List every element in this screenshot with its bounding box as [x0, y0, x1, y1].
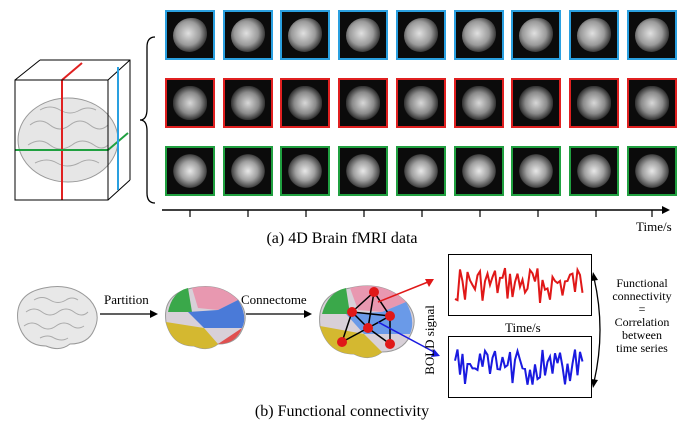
- fmri-frame-axial: [568, 146, 619, 196]
- brain-slice-image: [461, 154, 496, 188]
- brain-slice-image: [403, 18, 438, 52]
- brain-slice-image: [576, 154, 611, 188]
- brain-slice-image: [519, 86, 554, 120]
- brain-slice-image: [173, 18, 207, 52]
- blue-node-arrow: [376, 320, 444, 360]
- fmri-frame-sagittal: [568, 10, 619, 60]
- brain-slice-image: [230, 18, 265, 52]
- partition-label: Partition: [104, 292, 149, 307]
- brain-slice-image: [288, 86, 323, 120]
- brain-slice-image: [346, 18, 381, 52]
- fmri-frame-axial: [511, 146, 562, 196]
- brain-cube-illustration: [10, 55, 135, 230]
- fmri-frame-axial: [626, 146, 677, 196]
- brain-slice-image: [230, 154, 265, 188]
- panel-a-caption: (a) 4D Brain fMRI data: [266, 230, 418, 247]
- brain-slice-image: [403, 86, 438, 120]
- fmri-frame-axial: [280, 146, 331, 196]
- fmri-frame-axial: [395, 146, 446, 196]
- brain-slice-image: [173, 86, 207, 120]
- brain-slice-image: [346, 86, 381, 120]
- fmri-frame-axial: [165, 146, 215, 196]
- functional-connectivity-note: Functional connectivity = Correlation be…: [612, 276, 672, 355]
- fmri-frame-coronal: [280, 78, 331, 128]
- brain-slice-image: [519, 18, 554, 52]
- plain-brain-illustration: [10, 282, 102, 354]
- fmri-frame-coronal: [626, 78, 677, 128]
- connectome-label: Connectome: [241, 292, 307, 307]
- fmri-frame-sagittal: [338, 10, 389, 60]
- bold-signal-label: BOLD signal: [421, 305, 437, 375]
- fmri-frame-sagittal: [222, 10, 273, 60]
- fmri-frame-sagittal: [395, 10, 446, 60]
- fmri-frame-coronal: [511, 78, 562, 128]
- brain-slice-image: [288, 154, 323, 188]
- brain-slice-image: [634, 154, 669, 188]
- fmri-frame-sagittal: [453, 10, 504, 60]
- red-node-arrow: [376, 276, 438, 306]
- fmri-frame-sagittal: [165, 10, 215, 60]
- brain-slice-image: [461, 86, 496, 120]
- fmri-frame-coronal: [568, 78, 619, 128]
- parcellated-brain-illustration: [158, 282, 250, 354]
- fmri-frame-sagittal: [511, 10, 562, 60]
- partition-arrow: [100, 306, 158, 318]
- brain-slice-image: [634, 18, 669, 52]
- fmri-frame-sagittal: [280, 10, 331, 60]
- connectome-brain-illustration: [312, 280, 422, 364]
- brain-slice-image: [461, 18, 496, 52]
- brain-slice-image: [634, 86, 669, 120]
- brain-slice-image: [576, 18, 611, 52]
- brain-slice-image: [346, 154, 381, 188]
- fmri-frame-coronal: [453, 78, 504, 128]
- brain-slice-image: [519, 154, 554, 188]
- brain-slice-image: [576, 86, 611, 120]
- fmri-frame-sagittal: [626, 10, 677, 60]
- fmri-frame-axial: [453, 146, 504, 196]
- time-axis-label: Time/s: [636, 219, 672, 234]
- brain-slice-image: [288, 18, 323, 52]
- bottom-signal-plot: [448, 336, 592, 398]
- fmri-frame-coronal: [338, 78, 389, 128]
- top-signal-plot: [448, 254, 592, 316]
- connectome-arrow: [246, 306, 312, 318]
- plot-time-label: Time/s: [505, 320, 541, 335]
- brain-slice-image: [403, 154, 438, 188]
- time-axis: [162, 204, 670, 218]
- correlation-double-arrow: [591, 270, 608, 390]
- brain-slice-image: [173, 154, 207, 188]
- panel-b-caption: (b) Functional connectivity: [254, 403, 430, 420]
- fmri-frame-coronal: [165, 78, 215, 128]
- fmri-frame-coronal: [395, 78, 446, 128]
- curly-brace: [138, 35, 158, 205]
- fmri-frame-coronal: [222, 78, 273, 128]
- brain-slice-image: [230, 86, 265, 120]
- fmri-frame-axial: [338, 146, 389, 196]
- fmri-frame-axial: [222, 146, 273, 196]
